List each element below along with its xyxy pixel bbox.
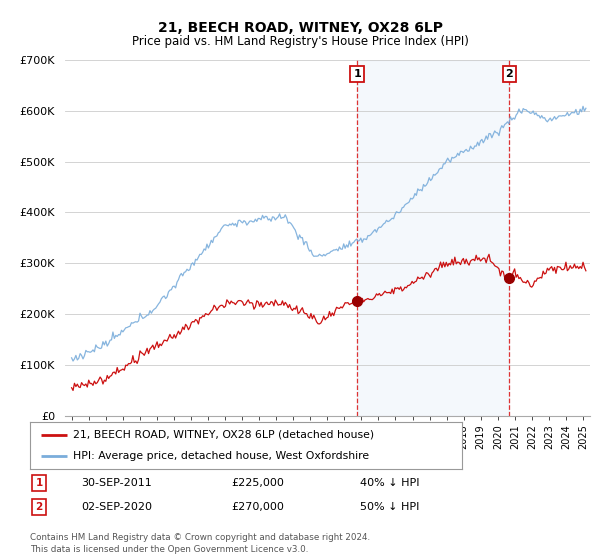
Text: 02-SEP-2020: 02-SEP-2020	[81, 502, 152, 512]
Text: Price paid vs. HM Land Registry's House Price Index (HPI): Price paid vs. HM Land Registry's House …	[131, 35, 469, 48]
Text: HPI: Average price, detached house, West Oxfordshire: HPI: Average price, detached house, West…	[73, 451, 370, 461]
Text: 21, BEECH ROAD, WITNEY, OX28 6LP: 21, BEECH ROAD, WITNEY, OX28 6LP	[157, 21, 443, 35]
Text: Contains HM Land Registry data © Crown copyright and database right 2024.
This d: Contains HM Land Registry data © Crown c…	[30, 533, 370, 554]
Text: 30-SEP-2011: 30-SEP-2011	[81, 478, 152, 488]
Text: 1: 1	[353, 69, 361, 79]
Text: 21, BEECH ROAD, WITNEY, OX28 6LP (detached house): 21, BEECH ROAD, WITNEY, OX28 6LP (detach…	[73, 430, 374, 440]
Text: 40% ↓ HPI: 40% ↓ HPI	[360, 478, 419, 488]
Text: £270,000: £270,000	[231, 502, 284, 512]
Text: 50% ↓ HPI: 50% ↓ HPI	[360, 502, 419, 512]
Text: £225,000: £225,000	[231, 478, 284, 488]
Text: 2: 2	[505, 69, 513, 79]
Bar	[357, 60, 509, 416]
Text: 1: 1	[35, 478, 43, 488]
Text: 2: 2	[35, 502, 43, 512]
